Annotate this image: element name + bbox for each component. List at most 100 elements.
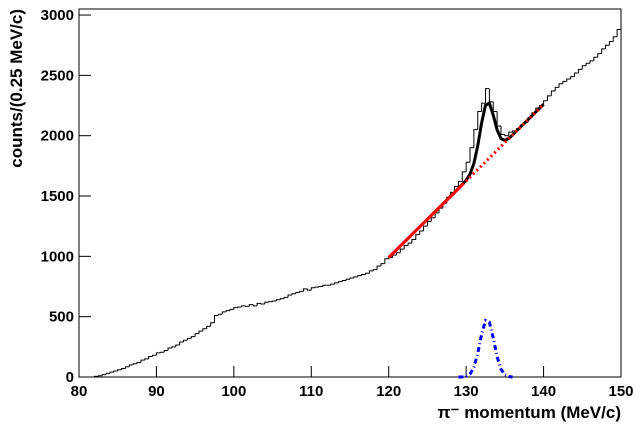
histogram-bin [457, 181, 463, 187]
histogram-bin [225, 310, 230, 312]
histogram-bin [430, 217, 436, 222]
histogram-bin [256, 302, 261, 306]
y-tick-label: 1500 [41, 188, 74, 205]
histogram-bin [229, 308, 234, 311]
histogram-bin [306, 288, 312, 291]
histogram-bin [233, 307, 238, 310]
histogram-bin [202, 328, 207, 332]
histogram-bin [159, 351, 165, 353]
histogram-bin [570, 76, 575, 79]
histogram-bin [566, 78, 571, 82]
histogram-bin [244, 305, 250, 307]
histogram-bin [477, 111, 482, 130]
histogram-bin [411, 238, 416, 244]
histogram-bin [140, 359, 145, 363]
y-tick-label: 1000 [41, 248, 74, 265]
histogram-bin [407, 242, 412, 246]
histogram-bin [461, 171, 467, 182]
histogram-bin [612, 36, 618, 42]
histogram-bin [237, 306, 242, 308]
y-tick-label: 2000 [41, 128, 74, 145]
histogram-bin [353, 276, 358, 279]
histogram-bin [593, 56, 598, 61]
histogram-bin [206, 325, 211, 329]
histogram-bin [221, 311, 227, 315]
histogram-bin [93, 375, 99, 377]
histogram-bin [198, 330, 203, 334]
histogram-bin [554, 86, 560, 92]
histogram-bin [508, 131, 513, 136]
histogram-bin [128, 364, 134, 367]
histogram-bin [399, 248, 405, 253]
histogram-bin [473, 129, 478, 148]
y-axis-label: counts/(0.25 MeV/c) [7, 9, 26, 168]
y-tick-label: 500 [49, 309, 74, 326]
histogram-bin [423, 225, 428, 232]
histogram-bin [485, 88, 490, 104]
histogram-bin [345, 278, 350, 281]
histogram-bin [117, 369, 122, 371]
fit-curve [387, 183, 464, 259]
histogram-bin [341, 279, 347, 282]
histogram-bin [155, 352, 161, 356]
y-tick-label: 3000 [41, 7, 74, 24]
histogram-bin [260, 303, 265, 305]
x-tick-label: 120 [376, 383, 401, 400]
histogram-bin [434, 212, 440, 218]
y-tick-label: 0 [66, 369, 74, 386]
x-tick-label: 150 [608, 383, 633, 400]
histogram-bin [144, 358, 149, 361]
x-axis-label: π⁻ momentum (MeV/c) [437, 403, 621, 422]
histogram-bin [585, 62, 591, 66]
histogram-bin [210, 322, 215, 327]
x-tick-label: 110 [299, 383, 323, 400]
histogram-bin [361, 273, 366, 276]
histogram-bin [380, 263, 385, 266]
histogram-bin [364, 272, 370, 275]
histogram-bin [113, 370, 118, 373]
histogram-bin [330, 283, 335, 286]
x-tick-label: 80 [71, 383, 88, 400]
histogram-bin [194, 333, 200, 337]
fit-curve [458, 318, 513, 379]
histogram-bin [248, 304, 254, 307]
histogram-bin [101, 374, 107, 376]
histogram-bin [504, 134, 509, 137]
x-tick-label: 140 [531, 383, 556, 400]
histogram-bin [175, 344, 180, 347]
histogram-bin [186, 337, 192, 341]
histogram-bin [152, 354, 157, 357]
histogram-bin [605, 44, 610, 49]
y-tick-label: 2500 [41, 67, 74, 84]
histogram-bin [132, 363, 138, 365]
histogram-bin [337, 281, 343, 283]
histogram-bin [415, 234, 420, 240]
histogram-bin [179, 341, 184, 346]
histogram-bin [272, 300, 277, 302]
histogram-bin [357, 275, 362, 277]
histogram-bin [214, 314, 219, 323]
histogram-bin [403, 244, 409, 250]
histogram-bin [376, 265, 381, 270]
histogram-bin [558, 83, 563, 88]
histogram-bin [368, 270, 374, 274]
histogram-bin [295, 292, 300, 294]
histogram-bin [550, 90, 556, 96]
histogram-bin [581, 65, 587, 70]
histogram-bin [217, 313, 223, 316]
histogram-bin [183, 339, 188, 343]
histogram-bin [124, 366, 130, 369]
histogram-bin [334, 282, 339, 285]
histogram-bin [148, 355, 153, 359]
histogram-bin [303, 288, 308, 292]
histogram-bin [190, 336, 196, 339]
histogram-bin [616, 29, 621, 37]
histogram-bin [287, 294, 292, 298]
histogram-bin [252, 304, 258, 307]
histogram-bin [384, 258, 389, 264]
histogram-bin [291, 293, 296, 295]
histogram-bin [481, 102, 486, 112]
histogram-bin [608, 41, 614, 46]
histogram-bin [496, 111, 501, 127]
histogram-bin [589, 60, 594, 64]
